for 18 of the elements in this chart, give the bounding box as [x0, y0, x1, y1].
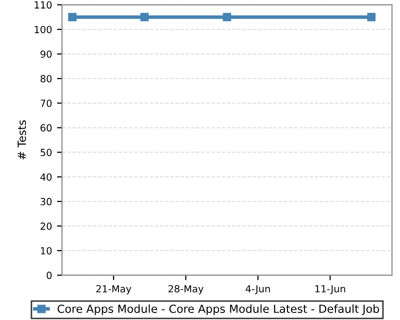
y-tick-label: 70	[40, 100, 52, 107]
x-tick-label: 28-May	[168, 285, 204, 294]
y-tick-label: 90	[40, 50, 52, 58]
y-tick-label: 50	[40, 148, 52, 156]
y-tick-label: 80	[40, 75, 52, 82]
y-tick-label: 100	[34, 26, 52, 34]
y-tick-label: 20	[40, 222, 52, 230]
y-tick-label: 40	[40, 173, 52, 181]
x-tick-label: 11-Jun	[315, 285, 346, 294]
y-axis-title: # Tests	[18, 120, 26, 160]
y-tick-label: 60	[40, 124, 52, 132]
y-tick-label: 0	[46, 272, 52, 280]
x-tick-label: 21-May	[96, 285, 132, 294]
y-tick-label: 110	[34, 1, 52, 9]
legend-label: Core Apps Module - Core Apps Module Latest - Default Job	[58, 304, 380, 316]
x-tick-label: 4-Jun	[246, 285, 270, 294]
y-tick-label: 30	[40, 198, 52, 206]
y-tick-label: 10	[40, 247, 52, 254]
